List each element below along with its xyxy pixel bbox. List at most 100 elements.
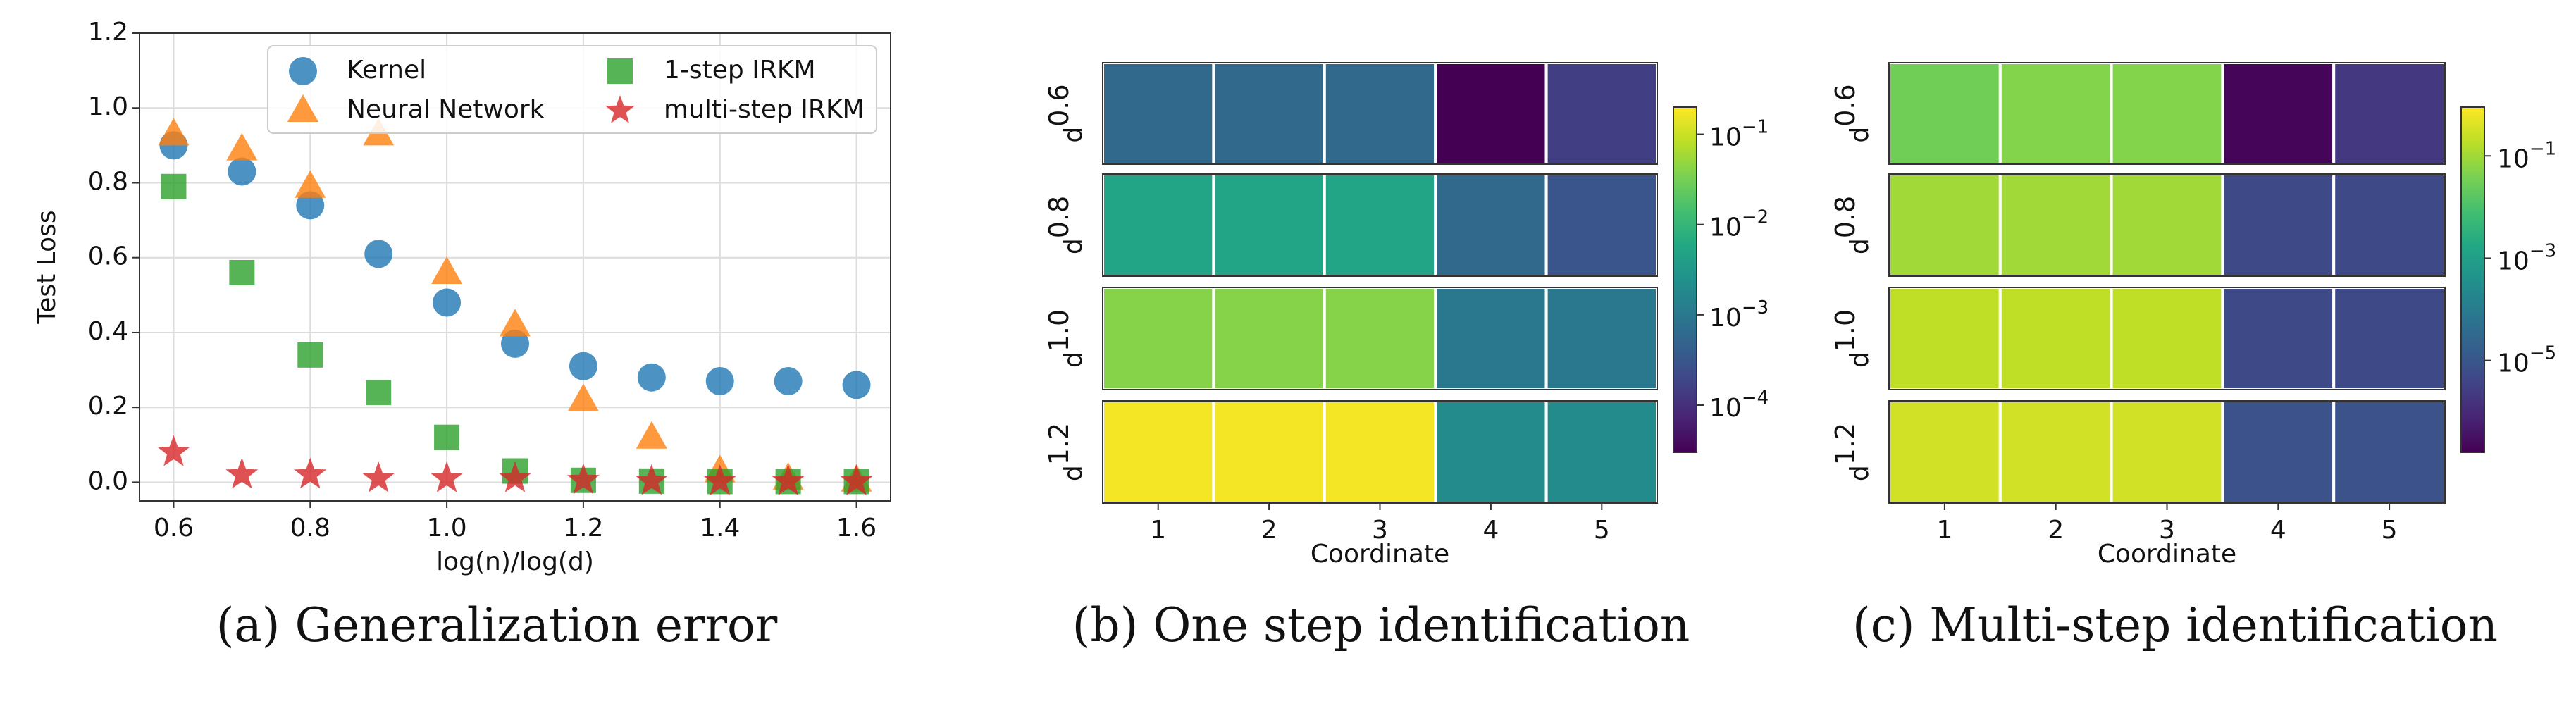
heatmap-cell bbox=[1998, 399, 2113, 504]
colorbar-tick-exponent: −3 bbox=[2529, 240, 2556, 261]
data-point bbox=[295, 170, 326, 198]
panel-frame bbox=[1102, 287, 1658, 390]
data-point bbox=[157, 435, 190, 466]
data-point bbox=[637, 363, 666, 392]
heatmap-cell bbox=[1544, 61, 1659, 166]
panel-frame bbox=[1102, 173, 1658, 277]
data-point bbox=[364, 240, 393, 268]
data-point bbox=[431, 256, 463, 284]
heatmap-cell bbox=[1323, 286, 1437, 391]
data-point bbox=[225, 457, 259, 489]
colorbar-tick-base: 10 bbox=[1709, 394, 1742, 423]
y-category-superscript: 1.2 bbox=[1830, 423, 1861, 465]
y-category-base: d bbox=[1845, 352, 1874, 368]
heatmap-cell bbox=[2221, 286, 2336, 391]
colorbar-tick-label: 10−2 bbox=[1709, 206, 1769, 242]
heatmap-cell bbox=[2332, 399, 2446, 504]
legend-marker bbox=[289, 57, 317, 85]
colorbar bbox=[2460, 106, 2485, 453]
y-category-base: d bbox=[1059, 465, 1088, 481]
y-category-base: d bbox=[1059, 238, 1088, 254]
data-point bbox=[366, 379, 392, 405]
x-tick-label: 1.2 bbox=[563, 514, 603, 542]
colorbar-tick-exponent: −1 bbox=[1742, 116, 1769, 137]
x-tick-label: 2 bbox=[2048, 516, 2064, 545]
legend-label: multi-step IRKM bbox=[664, 95, 865, 124]
heatmap-cell bbox=[2110, 399, 2224, 504]
heatmap-cell bbox=[1544, 173, 1659, 278]
y-category-label: d1.2 bbox=[1044, 423, 1089, 481]
heatmap-cell bbox=[1888, 286, 2002, 391]
colorbar-tick-base: 10 bbox=[2497, 247, 2529, 275]
x-tick-label: 4 bbox=[1482, 516, 1499, 545]
y-category-base: d bbox=[1059, 127, 1088, 143]
data-point bbox=[226, 132, 258, 161]
heatmap-cell bbox=[1323, 399, 1437, 504]
heatmap-cell bbox=[1888, 173, 2002, 278]
x-tick-label: 0.8 bbox=[290, 514, 330, 542]
data-point bbox=[296, 191, 325, 220]
legend-label: 1-step IRKM bbox=[664, 56, 816, 85]
data-point bbox=[567, 383, 599, 411]
x-axis-label: Coordinate bbox=[2098, 540, 2236, 569]
heatmap-cell bbox=[1888, 61, 2002, 166]
colorbar-tick-label: 10−1 bbox=[1709, 116, 1769, 152]
heatmap-cell bbox=[1101, 286, 1215, 391]
x-tick-label: 1 bbox=[1150, 516, 1166, 545]
y-tick-label: 0.8 bbox=[88, 167, 128, 196]
heatmap-cell bbox=[2221, 61, 2336, 166]
legend-label: Kernel bbox=[347, 56, 426, 85]
heatmap-cell bbox=[2110, 286, 2224, 391]
panel-frame bbox=[1888, 62, 2446, 165]
x-tick-label: 2 bbox=[1261, 516, 1277, 545]
heatmap-cell bbox=[1212, 286, 1326, 391]
y-category-base: d bbox=[1845, 238, 1874, 254]
x-tick-label: 1 bbox=[1936, 516, 1952, 545]
heatmap-cell bbox=[2221, 399, 2336, 504]
colorbar-tick-label: 10−1 bbox=[2497, 138, 2556, 174]
data-point bbox=[569, 352, 597, 380]
heatmap-cell bbox=[1101, 173, 1215, 278]
data-point bbox=[840, 464, 873, 495]
colorbar-tick-base: 10 bbox=[2497, 349, 2529, 378]
x-tick-label: 1.6 bbox=[836, 514, 877, 542]
heatmap-cell bbox=[1101, 61, 1215, 166]
heatmap-cell bbox=[1323, 173, 1437, 278]
y-category-label: d0.8 bbox=[1830, 196, 1875, 254]
data-point bbox=[431, 461, 464, 492]
heatmap-cell bbox=[1998, 173, 2113, 278]
x-tick-label: 1.4 bbox=[700, 514, 740, 542]
heatmap-cell bbox=[1434, 173, 1548, 278]
y-tick-label: 0.6 bbox=[88, 242, 128, 271]
colorbar-tick-exponent: −4 bbox=[1742, 387, 1769, 408]
heatmap-cell bbox=[1434, 399, 1548, 504]
legend-label: Neural Network bbox=[347, 95, 545, 124]
colorbar-tick-label: 10−4 bbox=[1709, 387, 1769, 423]
legend-marker bbox=[287, 94, 318, 122]
heatmap-cell bbox=[1998, 286, 2113, 391]
colorbar-tick-label: 10−3 bbox=[1709, 297, 1769, 333]
panel-frame bbox=[1102, 62, 1658, 165]
legend-box bbox=[267, 45, 877, 134]
caption: (b) One step identification bbox=[1072, 598, 1690, 652]
data-point bbox=[501, 329, 529, 358]
colorbar-tick-exponent: −2 bbox=[1742, 206, 1769, 228]
heatmap-cell bbox=[1212, 61, 1326, 166]
data-point bbox=[297, 342, 323, 368]
data-point bbox=[229, 259, 255, 285]
panel-frame bbox=[1888, 287, 2446, 390]
y-tick-label: 1.2 bbox=[88, 18, 128, 46]
heatmap-cell bbox=[2110, 61, 2224, 166]
y-category-label: d0.8 bbox=[1044, 196, 1089, 254]
x-axis-label: Coordinate bbox=[1311, 540, 1449, 569]
data-point bbox=[362, 461, 395, 492]
y-tick-label: 0.4 bbox=[88, 317, 128, 346]
colorbar-tick-exponent: −5 bbox=[2529, 342, 2556, 364]
colorbar-tick-base: 10 bbox=[1709, 123, 1742, 152]
y-category-base: d bbox=[1845, 465, 1874, 481]
heatmap-cell bbox=[1212, 173, 1326, 278]
heatmap-cell bbox=[2332, 61, 2446, 166]
y-category-label: d1.0 bbox=[1830, 309, 1875, 368]
data-point bbox=[774, 367, 803, 396]
